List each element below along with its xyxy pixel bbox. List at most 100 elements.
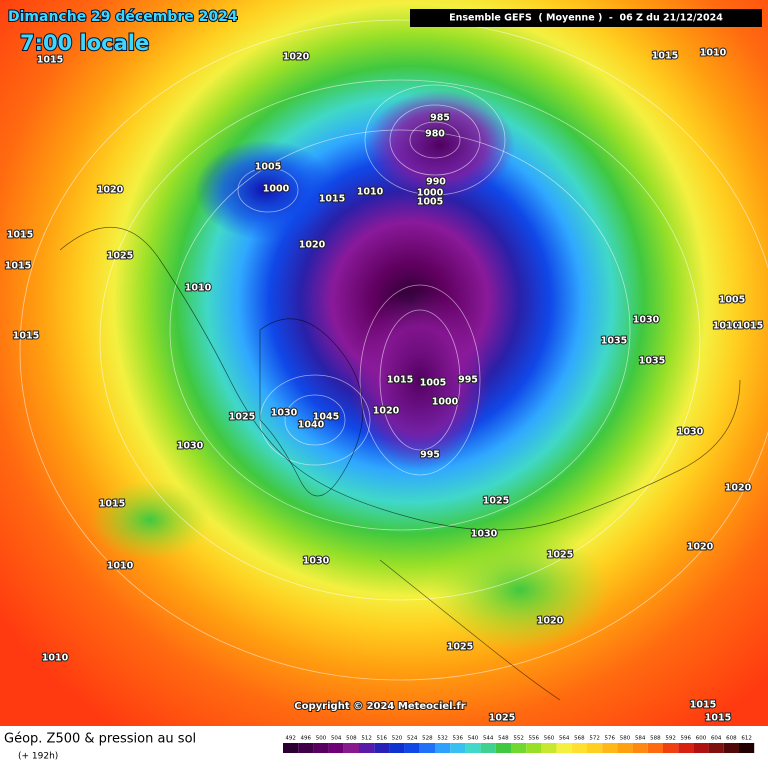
scale-label: 544: [483, 736, 494, 742]
pressure-label: 1005: [420, 378, 446, 389]
scale-label: 496: [301, 736, 312, 742]
scale-swatch: [617, 743, 633, 753]
scale-swatch: [404, 743, 420, 753]
trough: [430, 530, 610, 650]
scale-label: 596: [681, 736, 692, 742]
scale-label: 580: [620, 736, 631, 742]
pressure-label: 1010: [357, 187, 384, 198]
scale-swatch: [298, 743, 314, 753]
scale-swatch: [739, 743, 755, 753]
scale-swatch: [419, 743, 435, 753]
pressure-label: 1000: [263, 184, 290, 195]
pressure-label: 1035: [601, 336, 627, 347]
footer-title: Géop. Z500 & pression au sol: [4, 732, 196, 747]
scale-swatch: [693, 743, 709, 753]
pressure-label: 1015: [690, 700, 716, 711]
scale-swatch: [374, 743, 390, 753]
scale-swatch: [571, 743, 587, 753]
low-center: [365, 90, 515, 200]
low-center: [350, 290, 490, 470]
scale-swatch: [587, 743, 603, 753]
pressure-label: 1015: [319, 194, 345, 205]
scale-swatch: [723, 743, 739, 753]
date: Dimanche 29 décembre 2024: [8, 9, 238, 25]
pressure-label: 1015: [37, 55, 63, 66]
scale-swatch: [632, 743, 648, 753]
pressure-label: 1030: [303, 556, 330, 567]
pressure-label: 1005: [719, 295, 745, 306]
pressure-label: 1015: [13, 331, 39, 342]
scale-label: 588: [650, 736, 661, 742]
pressure-label: 1040: [298, 420, 325, 431]
pressure-label: 1045: [313, 412, 339, 423]
local-time: 7:00 locale: [20, 31, 149, 55]
pressure-label: 1020: [687, 542, 714, 553]
pressure-label: 1000: [417, 188, 444, 199]
copyright: Copyright © 2024 Meteociel.fr: [294, 701, 465, 712]
scale-label: 584: [635, 736, 646, 742]
pressure-label: 1020: [299, 240, 326, 251]
scale-label: 552: [513, 736, 524, 742]
scale-label: 608: [726, 736, 737, 742]
scale-swatch: [495, 743, 511, 753]
pressure-label: 1010: [713, 321, 740, 332]
pressure-label: 1010: [42, 653, 69, 664]
pressure-label: 1030: [177, 441, 204, 452]
scale-label: 600: [696, 736, 707, 742]
scale-swatch: [663, 743, 679, 753]
pressure-label: 1015: [705, 713, 731, 724]
pressure-label: 1015: [737, 321, 763, 332]
pressure-label: 1010: [185, 283, 212, 294]
scale-swatch: [678, 743, 694, 753]
pressure-label: 995: [420, 450, 440, 461]
scale-label: 516: [377, 736, 388, 742]
pressure-label: 1020: [725, 483, 752, 494]
color-scale: 492 496 500 504 508 512 516 520 524 528 532 536 540 5…: [283, 736, 755, 753]
model-box: [410, 9, 762, 27]
pressure-label: 1030: [471, 529, 498, 540]
pressure-label: 1030: [271, 408, 298, 419]
trough: [195, 140, 335, 240]
pressure-label: 1025: [447, 642, 473, 653]
pressure-label: 990: [426, 177, 446, 188]
scale-swatch: [480, 743, 496, 753]
scale-label: 532: [437, 736, 448, 742]
pressure-label: 1015: [99, 499, 125, 510]
scale-swatch: [511, 743, 527, 753]
pressure-label: 1005: [255, 162, 281, 173]
scale-label: 572: [589, 736, 600, 742]
scale-swatch: [450, 743, 466, 753]
scale-swatch: [708, 743, 724, 753]
pressure-label: 1025: [489, 713, 515, 724]
scale-label: 548: [498, 736, 509, 742]
pressure-label: 1025: [547, 550, 573, 561]
scale-label: 604: [711, 736, 722, 742]
scale-label: 560: [544, 736, 555, 742]
coastlines: [59, 227, 741, 701]
pressure-label: 985: [430, 113, 450, 124]
pressure-label: 1020: [537, 616, 564, 627]
scale-swatch: [283, 743, 299, 753]
scale-swatch: [647, 743, 663, 753]
lead-time: (+ 192h): [18, 752, 58, 762]
scale-swatch: [359, 743, 375, 753]
pressure-label: 1025: [483, 496, 509, 507]
pressure-label: 1015: [7, 230, 33, 241]
scale-swatch: [556, 743, 572, 753]
pressure-label: 1005: [417, 197, 443, 208]
scale-label: 524: [407, 736, 418, 742]
pressure-label: 1000: [432, 397, 459, 408]
scale-label: 556: [529, 736, 540, 742]
pressure-label: 1010: [700, 48, 727, 59]
scale-label: 564: [559, 736, 570, 742]
scale-swatch: [328, 743, 344, 753]
pressure-label: 1015: [387, 375, 413, 386]
scale-swatch: [389, 743, 405, 753]
scale-swatch: [465, 743, 481, 753]
pressure-label: 1010: [107, 561, 134, 572]
trough: [90, 480, 210, 560]
pressure-label: 1030: [633, 315, 660, 326]
scale-label: 540: [468, 736, 479, 742]
scale-label: 520: [392, 736, 403, 742]
